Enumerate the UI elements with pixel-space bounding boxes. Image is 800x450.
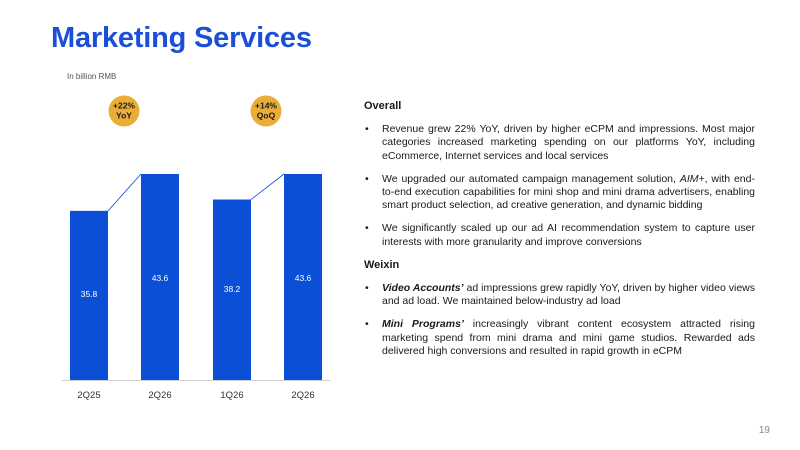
- data-label: 38.2: [224, 284, 241, 294]
- category-label: 2Q25: [77, 390, 100, 401]
- overall-bullet-3: • We significantly scaled up our ad AI r…: [364, 222, 755, 248]
- weixin-bullet-1: • Video Accounts’ ad impressions grew ra…: [364, 282, 755, 308]
- bullet-text-pre: We upgraded our automated campaign manag…: [382, 172, 680, 185]
- overall-bullet-1: • Revenue grew 22% YoY, driven by higher…: [364, 123, 755, 163]
- bar-charts: 35.8 2Q25 43.6 2Q26 +22%YoY 38.2 1Q26 43.6 2Q26 +…: [62, 95, 330, 401]
- growth-badge: [250, 95, 282, 127]
- bullet-text: Revenue grew 22% YoY, driven by higher e…: [382, 123, 755, 162]
- bullet-dot: •: [365, 222, 369, 235]
- growth-connector: [250, 173, 285, 200]
- page-number: 19: [758, 425, 770, 436]
- bar-2q26: [141, 174, 179, 380]
- growth-badge: [108, 95, 140, 127]
- overall-heading: Overall: [364, 100, 402, 112]
- overall-bullet-2: • We upgraded our automated campaign man…: [364, 173, 755, 213]
- bullet-dot: •: [365, 318, 369, 331]
- bar-1q26: [213, 199, 251, 380]
- video-accounts-term: Video Accounts’: [382, 282, 464, 295]
- data-label: 35.8: [81, 289, 98, 299]
- category-label: 1Q26: [220, 390, 243, 401]
- bullet-text: We significantly scaled up our ad AI rec…: [382, 222, 755, 248]
- weixin-bullet-2: • Mini Programs’ increasingly vibrant co…: [364, 318, 755, 358]
- weixin-heading: Weixin: [364, 258, 400, 271]
- commentary-panel: Overall • Revenue grew 22% YoY, driven b…: [364, 100, 755, 368]
- badge-percent: +22%: [113, 101, 135, 111]
- bullet-dot: •: [365, 282, 369, 295]
- mini-programs-term: Mini Programs’: [382, 318, 464, 331]
- bullet-text: ad impressions grew rapidly YoY, driven …: [382, 282, 756, 308]
- bar-2q26: [284, 174, 322, 380]
- badge-percent: +14%: [255, 101, 277, 111]
- category-label: 2Q26: [148, 390, 171, 401]
- bullet-text: , with end-to-end execution capabilities…: [382, 172, 755, 212]
- category-label: 2Q26: [291, 390, 314, 401]
- bar-2q25: [70, 210, 108, 380]
- badge-period: QoQ: [257, 111, 276, 121]
- bullet-dot: •: [365, 123, 369, 136]
- growth-connector: [107, 173, 142, 212]
- bullet-text: increasingly vibrant content ecosystem a…: [382, 318, 755, 357]
- data-label: 43.6: [152, 273, 169, 283]
- aim-plus-term: AIM+: [679, 172, 705, 185]
- badge-period: YoY: [116, 111, 132, 121]
- data-label: 43.6: [295, 273, 312, 283]
- page-title: Marketing Services: [51, 22, 312, 54]
- bullet-dot: •: [365, 172, 369, 185]
- unit-note: In billion RMB: [67, 72, 117, 81]
